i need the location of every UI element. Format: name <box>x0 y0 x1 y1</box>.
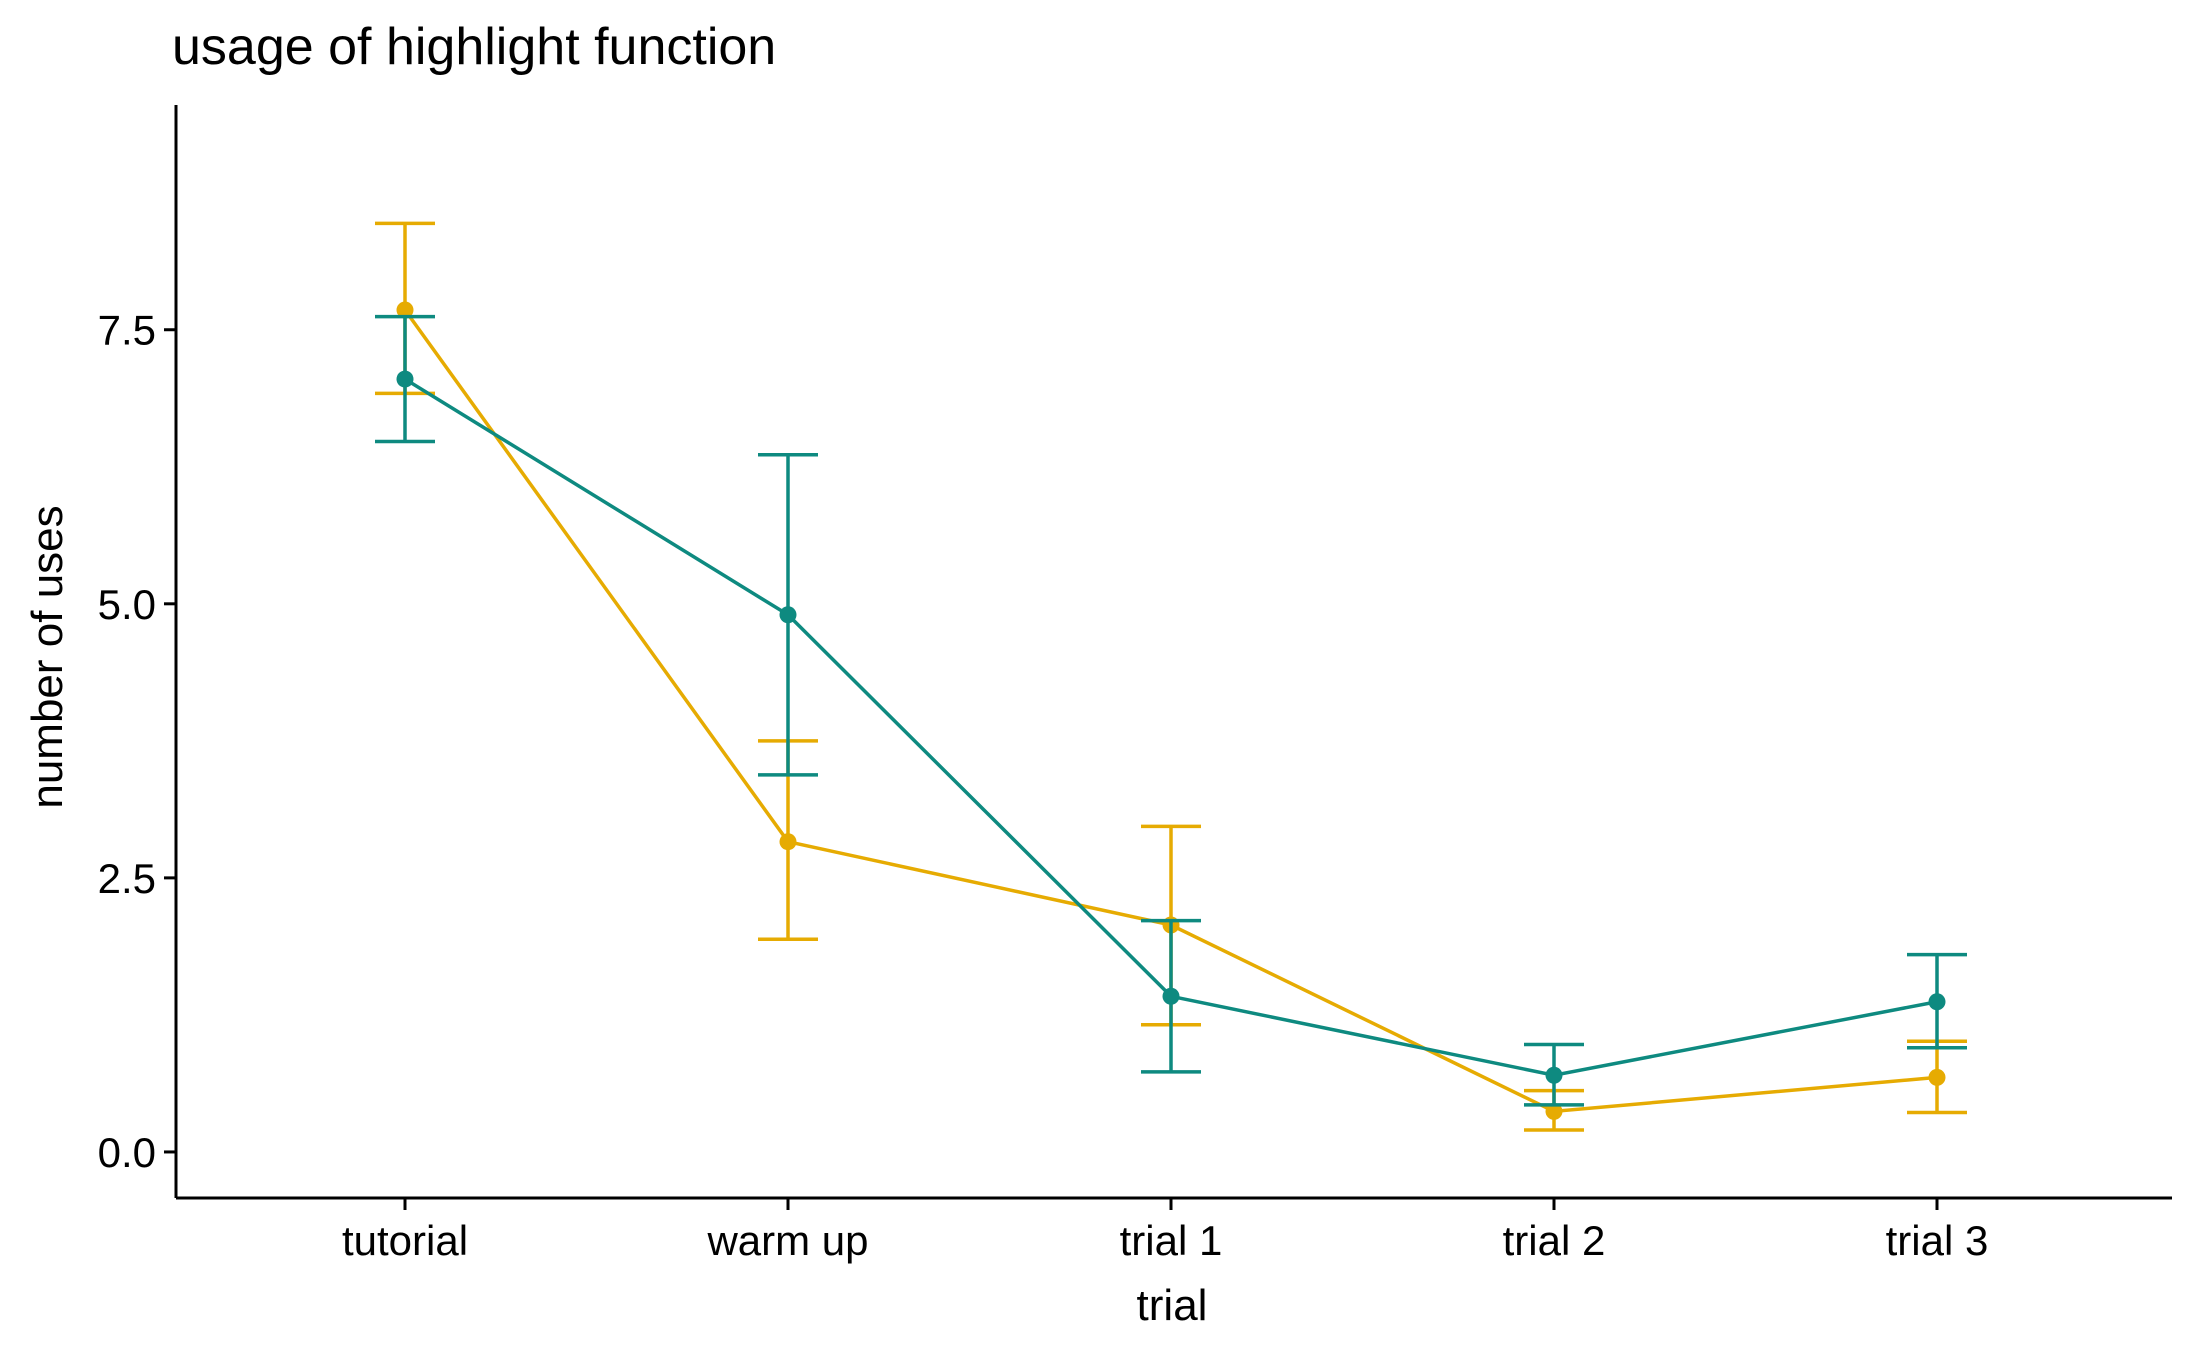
data-point <box>779 833 797 851</box>
data-point <box>779 606 797 624</box>
chart-title: usage of highlight function <box>172 18 776 76</box>
data-point <box>1545 1066 1563 1084</box>
data-point <box>1162 987 1180 1005</box>
y-axis-title: number of uses <box>23 505 72 808</box>
data-point <box>1928 993 1946 1011</box>
y-tick-label: 7.5 <box>98 307 156 354</box>
x-axis-title: trial <box>1137 1281 1208 1330</box>
x-tick-label: warm up <box>706 1217 868 1264</box>
plot-series <box>375 221 1967 1132</box>
data-point <box>1545 1102 1563 1120</box>
y-tick-label: 0.0 <box>98 1129 156 1176</box>
data-point <box>396 301 414 319</box>
axes <box>174 105 2172 1200</box>
y-tick-label: 5.0 <box>98 581 156 628</box>
x-tick-label: tutorial <box>342 1217 468 1264</box>
x-tick-label: trial 2 <box>1503 1217 1606 1264</box>
data-point <box>1928 1068 1946 1086</box>
y-tick-label: 2.5 <box>98 855 156 902</box>
x-tick-label: trial 3 <box>1886 1217 1989 1264</box>
x-tick-label: trial 1 <box>1120 1217 1223 1264</box>
data-point <box>396 370 414 388</box>
x-axis-ticks: tutorial warm up trial 1 trial 2 trial 3 <box>342 1198 1988 1264</box>
series-2 <box>375 314 1967 1107</box>
y-axis-ticks: 0.0 2.5 5.0 7.5 <box>98 307 176 1176</box>
